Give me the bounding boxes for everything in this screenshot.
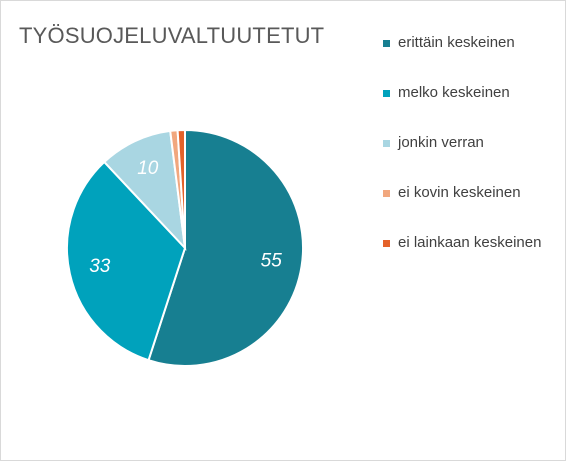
pie-slice-0 [147,128,305,367]
legend-swatch-1 [383,90,390,97]
legend-swatch-4 [383,240,390,247]
legend-label-4: ei lainkaan keskeinen [398,234,542,251]
pie-slices [66,128,305,367]
pie-slice-1 [66,160,187,362]
legend-label-0: erittäin keskeinen [398,34,515,51]
legend-swatch-2 [383,140,390,147]
pie-slice-4 [176,128,186,249]
pie-labels: 55 33 10 [89,158,282,277]
legend: erittäin keskeinen melko keskeinen jonkin … [383,34,541,284]
chart-title: TYÖSUOJELUVALTUUTETUT [19,23,325,48]
legend-item-1: melko keskeinen [383,84,541,134]
pie-slice-2 [102,129,187,251]
legend-item-3: ei kovin keskeinen [383,184,541,234]
pie-data-label-2: 10 [137,158,159,179]
legend-item-0: erittäin keskeinen [383,34,541,84]
legend-swatch-3 [383,190,390,197]
legend-label-3: ei kovin keskeinen [398,184,521,201]
legend-swatch-0 [383,40,390,47]
legend-label-2: jonkin verran [398,134,484,151]
legend-item-2: jonkin verran [383,134,541,184]
legend-label-1: melko keskeinen [398,84,510,101]
pie-data-label-1: 33 [89,256,111,277]
legend-item-4: ei lainkaan keskeinen [383,234,541,284]
pie-data-label-0: 55 [261,251,283,272]
